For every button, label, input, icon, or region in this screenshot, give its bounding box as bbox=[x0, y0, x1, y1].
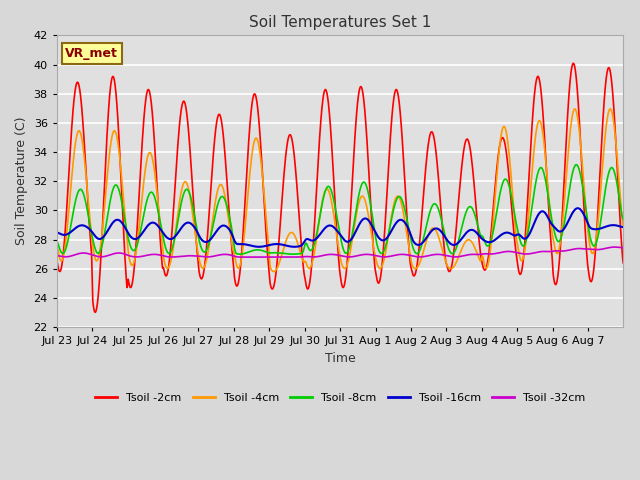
Tsoil -4cm bbox=[232, 258, 239, 264]
Tsoil -8cm bbox=[511, 213, 518, 218]
Tsoil -4cm bbox=[374, 264, 382, 270]
Tsoil -32cm bbox=[543, 249, 550, 254]
Tsoil -4cm bbox=[270, 269, 278, 275]
Tsoil -4cm bbox=[620, 223, 627, 228]
Tsoil -4cm bbox=[543, 169, 550, 175]
Tsoil -32cm bbox=[53, 253, 61, 259]
Tsoil -2cm bbox=[543, 172, 550, 178]
Tsoil -2cm bbox=[511, 239, 518, 245]
Tsoil -2cm bbox=[232, 282, 240, 288]
Line: Tsoil -4cm: Tsoil -4cm bbox=[57, 109, 623, 272]
Tsoil -2cm bbox=[570, 60, 577, 66]
Tsoil -32cm bbox=[611, 244, 618, 250]
Tsoil -2cm bbox=[92, 310, 99, 315]
Y-axis label: Soil Temperature (C): Soil Temperature (C) bbox=[15, 117, 28, 245]
Text: VR_met: VR_met bbox=[65, 47, 118, 60]
Tsoil -8cm bbox=[543, 184, 550, 190]
Tsoil -16cm bbox=[374, 234, 382, 240]
Line: Tsoil -8cm: Tsoil -8cm bbox=[57, 165, 623, 254]
Line: Tsoil -16cm: Tsoil -16cm bbox=[57, 208, 623, 247]
Line: Tsoil -32cm: Tsoil -32cm bbox=[57, 247, 623, 257]
Tsoil -8cm bbox=[612, 174, 620, 180]
Tsoil -2cm bbox=[612, 135, 620, 141]
Tsoil -2cm bbox=[110, 74, 118, 80]
Tsoil -16cm bbox=[543, 213, 550, 218]
Tsoil -32cm bbox=[109, 251, 117, 257]
Tsoil -8cm bbox=[620, 216, 627, 222]
Tsoil -32cm bbox=[232, 254, 239, 260]
Title: Soil Temperatures Set 1: Soil Temperatures Set 1 bbox=[249, 15, 431, 30]
Tsoil -4cm bbox=[109, 129, 117, 134]
Tsoil -4cm bbox=[511, 218, 518, 224]
Tsoil -16cm bbox=[109, 219, 117, 225]
Tsoil -8cm bbox=[374, 246, 382, 252]
Tsoil -4cm bbox=[571, 106, 579, 112]
Tsoil -32cm bbox=[620, 245, 627, 251]
Tsoil -4cm bbox=[612, 137, 620, 143]
Tsoil -2cm bbox=[620, 260, 627, 266]
Tsoil -16cm bbox=[612, 222, 620, 228]
Line: Tsoil -2cm: Tsoil -2cm bbox=[57, 63, 623, 312]
Tsoil -16cm bbox=[232, 240, 239, 246]
Tsoil -32cm bbox=[374, 253, 382, 259]
Tsoil -8cm bbox=[109, 185, 117, 191]
Tsoil -32cm bbox=[612, 244, 620, 250]
Tsoil -8cm bbox=[289, 252, 297, 257]
Tsoil -8cm bbox=[572, 162, 580, 168]
Tsoil -8cm bbox=[53, 239, 61, 245]
Tsoil -16cm bbox=[574, 205, 582, 211]
Tsoil -16cm bbox=[53, 230, 61, 236]
X-axis label: Time: Time bbox=[324, 352, 356, 365]
Tsoil -16cm bbox=[255, 244, 263, 250]
Tsoil -2cm bbox=[374, 280, 382, 286]
Tsoil -32cm bbox=[242, 254, 250, 260]
Tsoil -4cm bbox=[53, 243, 61, 249]
Tsoil -16cm bbox=[620, 224, 627, 230]
Legend: Tsoil -2cm, Tsoil -4cm, Tsoil -8cm, Tsoil -16cm, Tsoil -32cm: Tsoil -2cm, Tsoil -4cm, Tsoil -8cm, Tsoi… bbox=[91, 388, 589, 407]
Tsoil -2cm bbox=[53, 258, 61, 264]
Tsoil -8cm bbox=[232, 250, 239, 255]
Tsoil -16cm bbox=[511, 233, 518, 239]
Tsoil -32cm bbox=[511, 249, 518, 255]
